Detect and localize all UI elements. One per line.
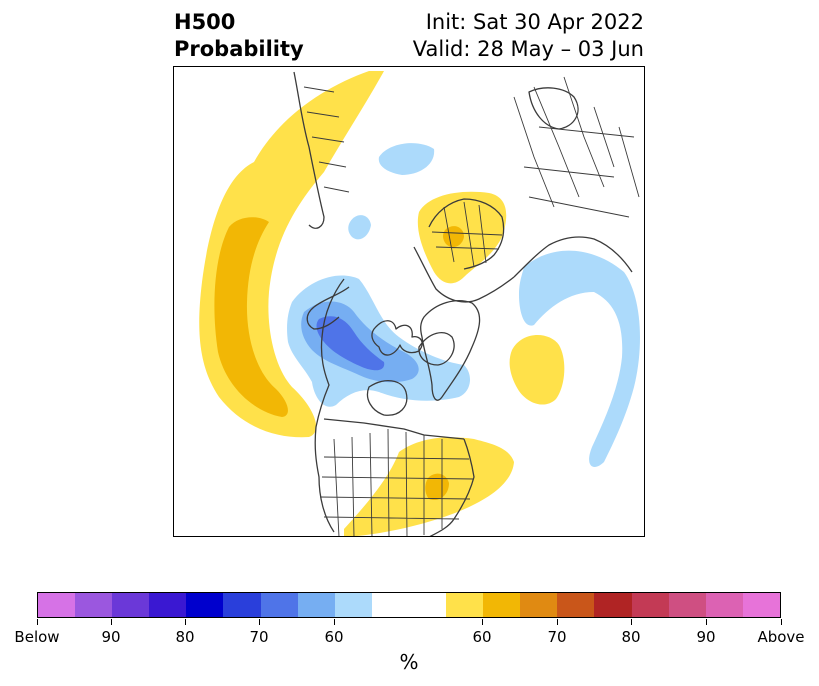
colorbar-segment xyxy=(334,593,372,617)
above-normal-pacific-core xyxy=(214,217,288,417)
colorbar-tick-label: 60 xyxy=(472,628,492,646)
date-info: Init: Sat 30 Apr 2022 Valid: 28 May – 03… xyxy=(413,9,644,63)
colorbar-tick xyxy=(781,619,782,625)
border-us-states xyxy=(319,428,475,536)
colorbar-segment xyxy=(557,593,595,617)
colorbar-unit-label: % xyxy=(399,650,419,674)
coastline-baffin xyxy=(418,332,455,366)
colorbar-tick-label: 70 xyxy=(547,628,567,646)
colorbar-segment xyxy=(75,593,113,617)
colorbar-tick-label: 90 xyxy=(696,628,716,646)
colorbar-tick xyxy=(557,619,558,625)
colorbar-segment xyxy=(705,593,743,617)
colorbar-tick xyxy=(37,619,38,625)
colorbar-segment xyxy=(112,593,150,617)
colorbar-tick xyxy=(111,619,112,625)
below-normal-atlantic-arc xyxy=(519,250,640,467)
valid-date-range: Valid: 28 May – 03 Jun xyxy=(412,37,644,61)
colorbar xyxy=(37,592,781,618)
map-panel xyxy=(173,66,645,537)
colorbar-tick xyxy=(706,619,707,625)
border-europe-countries xyxy=(431,201,503,268)
colorbar-segment xyxy=(38,593,76,617)
init-date: Init: Sat 30 Apr 2022 xyxy=(425,10,644,34)
coastline-alaska xyxy=(306,286,350,330)
map-canvas xyxy=(182,71,640,536)
border-us-canada xyxy=(323,418,465,440)
coastline-middle-east xyxy=(528,87,579,130)
border-east-asia xyxy=(303,86,350,193)
colorbar-segment xyxy=(446,593,484,617)
coastline-europe xyxy=(413,246,515,303)
below-normal-arctic xyxy=(348,215,371,240)
coastline-north-america-west xyxy=(314,278,345,533)
colorbar-segment xyxy=(260,593,298,617)
colorbar-tick-label: Below xyxy=(14,628,60,646)
coastline-greenland xyxy=(420,300,481,401)
colorbar-segment xyxy=(483,593,521,617)
colorbar-tick xyxy=(631,619,632,625)
coastline-hudson-bay xyxy=(366,380,408,416)
colorbar-tick-label: 80 xyxy=(175,628,195,646)
above-normal-eastern-us-core xyxy=(425,473,449,501)
colorbar-segment xyxy=(520,593,558,617)
colorbar-tick-label: 80 xyxy=(621,628,641,646)
colorbar-tick xyxy=(334,619,335,625)
colorbar-segment xyxy=(149,593,187,617)
colorbar-tick xyxy=(482,619,483,625)
coastline-russia-arctic xyxy=(513,236,633,278)
above-normal-siberia xyxy=(182,282,196,317)
colorbar-tick xyxy=(259,619,260,625)
title-line-2: Probability xyxy=(174,37,304,61)
colorbar-segment xyxy=(668,593,706,617)
title-line-1: H500 xyxy=(174,10,236,34)
colorbar-segment xyxy=(594,593,632,617)
coastline-east-asia xyxy=(293,71,325,229)
colorbar-segment xyxy=(742,593,780,617)
below-normal-ural xyxy=(378,143,435,175)
colorbar-tick xyxy=(185,619,186,625)
chart-title: H500 Probability xyxy=(174,9,304,63)
colorbar-segment xyxy=(223,593,261,617)
colorbar-tick-label: 70 xyxy=(249,628,269,646)
colorbar-tick-label: Above xyxy=(757,628,805,646)
border-asia-countries xyxy=(513,76,640,218)
colorbar-segment xyxy=(186,593,224,617)
colorbar-segment xyxy=(371,593,447,617)
colorbar-segment xyxy=(297,593,335,617)
below-normal-canada-center xyxy=(316,316,385,371)
colorbar-segment xyxy=(631,593,669,617)
above-normal-north-atlantic xyxy=(509,335,565,405)
colorbar-tick-label: 90 xyxy=(101,628,121,646)
colorbar-tick-label: 60 xyxy=(324,628,344,646)
